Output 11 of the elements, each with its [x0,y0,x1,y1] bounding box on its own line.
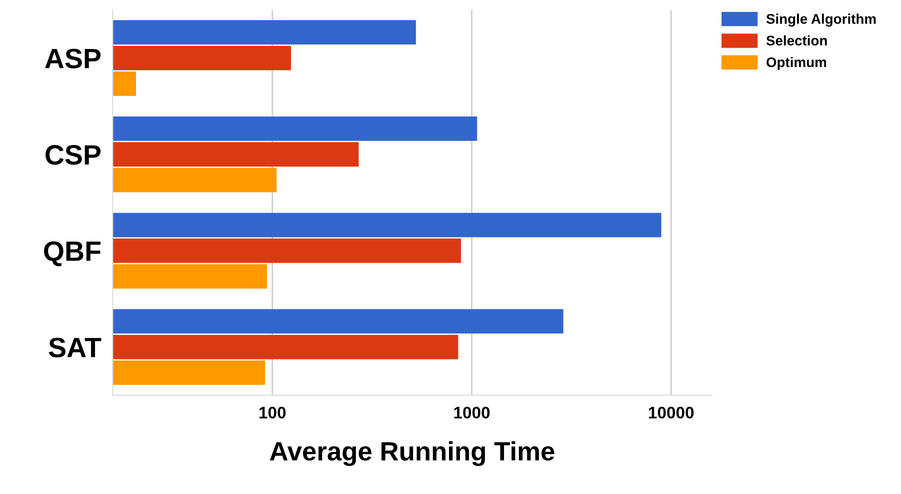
x-tick-label: 10000 [648,406,694,419]
legend-label: Optimum [766,56,826,70]
y-tick-label: ASP [45,48,101,68]
y-tick-label: SAT [48,338,102,358]
legend-label: Selection [766,35,827,46]
y-tick-label: CSP [46,145,101,165]
x-tick-label: 100 [260,406,286,419]
x-axis-title: Average Running Time [270,441,554,466]
legend-label: Single Algorithm [766,14,876,27]
x-tick-label: 1000 [454,406,490,419]
y-tick-label: QBF [44,241,100,266]
